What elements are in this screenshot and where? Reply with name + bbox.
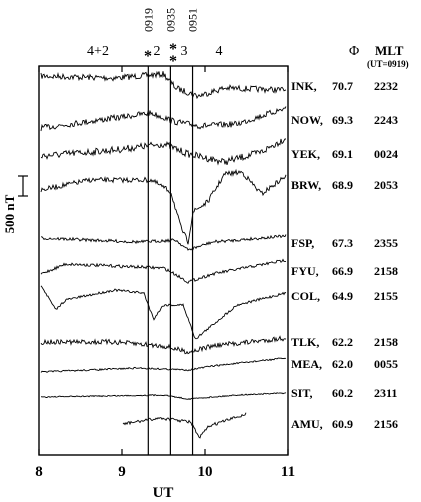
station-lat: 64.9: [332, 289, 353, 303]
station-trace: [40, 285, 287, 340]
station-code: FSP,: [291, 236, 314, 250]
station-code: BRW,: [291, 178, 321, 192]
kp-label: 3: [181, 44, 188, 59]
station-lat: 70.7: [332, 79, 353, 93]
x-axis-label: UT: [153, 485, 174, 501]
station-lat: 62.0: [332, 357, 353, 371]
station-trace: [40, 106, 287, 132]
station-label: FYU, 66.9 2158: [291, 264, 398, 278]
event-time-label: 0919: [141, 8, 155, 32]
station-lat: 68.9: [332, 178, 353, 192]
station-code: SIT,: [291, 386, 312, 400]
station-label: INK, 70.7 2232: [291, 79, 398, 93]
scale-bar-label: 500 nT: [2, 194, 17, 233]
kp-labels: 4+2 2 3 4: [87, 44, 222, 59]
station-trace: [40, 168, 287, 245]
station-mlt: 0024: [374, 147, 398, 161]
station-lat: 60.2: [332, 386, 353, 400]
event-time-label: 0951: [186, 8, 200, 32]
station-code: FYU,: [291, 264, 319, 278]
station-code: MEA,: [291, 357, 322, 371]
event-star-marks: * **: [144, 41, 177, 70]
station-label: MEA, 62.0 0055: [291, 357, 398, 371]
station-label: SIT, 60.2 2311: [291, 386, 397, 400]
station-label: YEK, 69.1 0024: [291, 147, 398, 161]
station-lat: 69.3: [332, 113, 353, 127]
kp-label: 4+2: [87, 44, 109, 59]
x-tick-label: 10: [198, 464, 213, 480]
station-lat: 67.3: [332, 236, 353, 250]
kp-label: 4: [216, 44, 223, 59]
station-trace: [40, 357, 287, 373]
event-star: *: [169, 53, 177, 70]
header-mlt-note: (UT=0919): [367, 59, 409, 69]
x-axis-ticks: 8 9 10 11: [35, 66, 295, 480]
station-code: NOW,: [291, 113, 323, 127]
plot-frame: [38, 65, 289, 456]
station-trace: [40, 335, 287, 355]
station-trace: [122, 412, 247, 439]
station-traces: [40, 70, 287, 439]
header-mlt: MLT: [375, 43, 404, 58]
station-mlt: 2158: [374, 335, 398, 349]
station-code: COL,: [291, 289, 320, 303]
x-tick-label: 11: [281, 464, 295, 480]
station-trace: [40, 138, 286, 166]
station-lat: 60.9: [332, 417, 353, 431]
x-tick-label: 8: [35, 464, 43, 480]
station-code: AMU,: [291, 417, 323, 431]
event-star: *: [169, 41, 177, 58]
station-lat: 66.9: [332, 264, 353, 278]
station-label: NOW, 69.3 2243: [291, 113, 398, 127]
station-mlt: 0055: [374, 357, 398, 371]
event-time-labels: 0919 0935 0951: [141, 8, 199, 32]
scale-bar: 500 nT: [2, 175, 28, 233]
station-code: INK,: [291, 79, 317, 93]
station-mlt: 2355: [374, 236, 398, 250]
station-labels: INK, 70.7 2232 NOW, 69.3 2243 YEK, 69.1 0024 BRW,…: [291, 79, 398, 431]
station-lat: 69.1: [332, 147, 353, 161]
header-phi: Φ: [349, 44, 359, 59]
event-lines: [147, 66, 194, 455]
event-time-label: 0935: [163, 8, 177, 32]
x-tick-label: 9: [118, 464, 126, 480]
station-label: BRW, 68.9 2053: [291, 178, 398, 192]
event-star: *: [144, 48, 152, 65]
station-code: YEK,: [291, 147, 320, 161]
station-mlt: 2232: [374, 79, 398, 93]
station-mlt: 2311: [374, 386, 397, 400]
station-code: TLK,: [291, 335, 319, 349]
station-trace: [40, 258, 287, 284]
station-label: COL, 64.9 2155: [291, 289, 398, 303]
station-mlt: 2243: [374, 113, 398, 127]
station-lat: 62.2: [332, 335, 353, 349]
station-trace: [41, 234, 287, 251]
station-mlt: 2158: [374, 264, 398, 278]
station-label: FSP, 67.3 2355: [291, 236, 398, 250]
station-label: AMU, 60.9 2156: [291, 417, 398, 431]
station-mlt: 2156: [374, 417, 398, 431]
kp-label: 2: [154, 44, 161, 59]
station-mlt: 2053: [374, 178, 398, 192]
station-trace: [40, 70, 287, 100]
station-mlt: 2155: [374, 289, 398, 303]
station-label: TLK, 62.2 2158: [291, 335, 398, 349]
station-trace: [40, 392, 287, 400]
